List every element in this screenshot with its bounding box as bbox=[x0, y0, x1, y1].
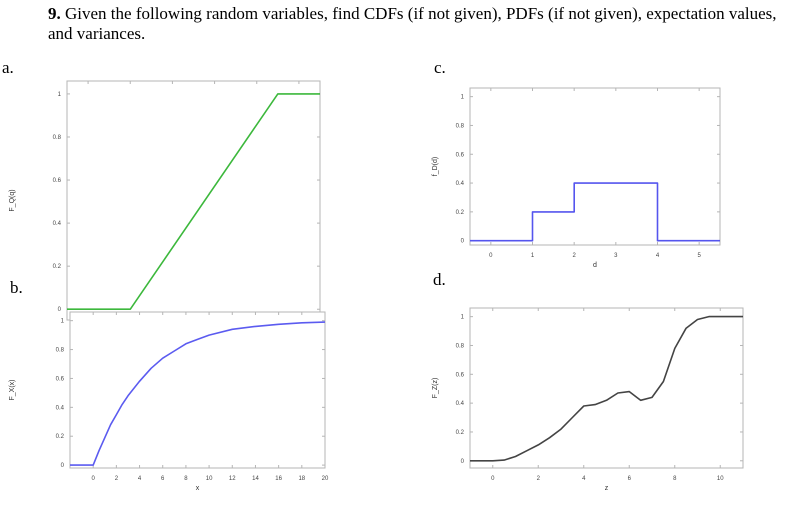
y-tick-label: 0.6 bbox=[456, 372, 465, 378]
x-tick-label: 18 bbox=[298, 476, 305, 482]
x-tick-label: 10 bbox=[717, 476, 724, 482]
x-tick-label: 8 bbox=[184, 476, 188, 482]
x-tick-label: 10 bbox=[206, 476, 213, 482]
x-tick-label: 0 bbox=[489, 253, 493, 259]
chart-d-cdf-z: 0 2 4 6 8 10 0 0.2 0.4 0.6 0.8 1 z F_Z(z) bbox=[425, 295, 755, 505]
y-tick-label: 1 bbox=[61, 319, 65, 325]
plot-frame-a bbox=[67, 81, 320, 320]
x-tick-label: 0 bbox=[92, 476, 96, 482]
y-axis-label: F_Q(q) bbox=[9, 189, 16, 211]
y-tick-label: 0.6 bbox=[56, 376, 65, 382]
y-tick-label: 0.8 bbox=[456, 343, 465, 349]
y-axis-label: f_D(d) bbox=[432, 157, 439, 176]
problem-text: Given the following random variables, fi… bbox=[48, 4, 777, 43]
y-tick-label: 0.4 bbox=[56, 405, 65, 411]
y-tick-label: 1 bbox=[461, 315, 465, 321]
plot-frame-c bbox=[470, 88, 720, 245]
problem-statement: 9. Given the following random variables,… bbox=[48, 4, 788, 44]
y-tick-label: 0.8 bbox=[53, 135, 62, 141]
y-tick-label: 0.2 bbox=[56, 434, 65, 440]
x-tick-label: 6 bbox=[628, 476, 632, 482]
y-tick-label: 0.2 bbox=[53, 264, 62, 270]
x-tick-label: 5 bbox=[697, 253, 701, 259]
y-tick-label: 0.2 bbox=[456, 210, 465, 216]
y-tick-label: 0.2 bbox=[456, 430, 465, 436]
x-tick-label: 16 bbox=[275, 476, 282, 482]
y-tick-label: 1 bbox=[58, 92, 62, 98]
x-tick-label: 0 bbox=[491, 476, 495, 482]
x-axis-label: x bbox=[196, 485, 200, 492]
y-tick-label: 0.6 bbox=[53, 178, 62, 184]
y-tick-label: 0.4 bbox=[456, 401, 465, 407]
x-tick-label: 2 bbox=[115, 476, 119, 482]
x-tick-label: 4 bbox=[582, 476, 586, 482]
x-tick-label: 4 bbox=[656, 253, 660, 259]
plot-frame-b bbox=[70, 312, 325, 468]
chart-b-cdf-x: 0 2 4 6 8 10 12 14 16 18 20 0 0.2 0.4 0.6 0.8 1 x F_X(x) bbox=[0, 300, 340, 500]
x-tick-label: 20 bbox=[322, 476, 329, 482]
y-tick-label: 0 bbox=[461, 459, 465, 465]
plot-frame-d bbox=[470, 308, 743, 468]
y-tick-label: 0.4 bbox=[456, 181, 465, 187]
y-tick-label: 0.8 bbox=[456, 123, 465, 129]
chart-c-pdf-d: 0 1 2 3 4 5 0 0.2 0.4 0.6 0.8 1 d f_D(d) bbox=[425, 75, 725, 275]
y-tick-label: 0 bbox=[61, 463, 65, 469]
x-tick-label: 1 bbox=[531, 253, 535, 259]
part-label-b: b. bbox=[10, 278, 23, 298]
x-tick-label: 2 bbox=[537, 476, 541, 482]
x-tick-label: 2 bbox=[572, 253, 576, 259]
x-axis-label: z bbox=[605, 485, 609, 492]
x-tick-label: 4 bbox=[138, 476, 142, 482]
y-axis-label: F_Z(z) bbox=[432, 378, 439, 399]
y-tick-label: 0.6 bbox=[456, 152, 465, 158]
y-axis-label: F_X(x) bbox=[9, 380, 16, 401]
x-tick-label: 12 bbox=[229, 476, 236, 482]
x-tick-label: 14 bbox=[252, 476, 259, 482]
x-tick-label: 8 bbox=[673, 476, 677, 482]
y-tick-label: 1 bbox=[461, 95, 465, 101]
y-tick-label: 0.4 bbox=[53, 221, 62, 227]
x-axis-label: d bbox=[593, 262, 597, 269]
x-tick-label: 6 bbox=[161, 476, 165, 482]
x-tick-label: 3 bbox=[614, 253, 618, 259]
y-tick-label: 0.8 bbox=[56, 348, 65, 354]
y-tick-label: 0 bbox=[461, 239, 465, 245]
problem-number: 9. bbox=[48, 4, 61, 23]
